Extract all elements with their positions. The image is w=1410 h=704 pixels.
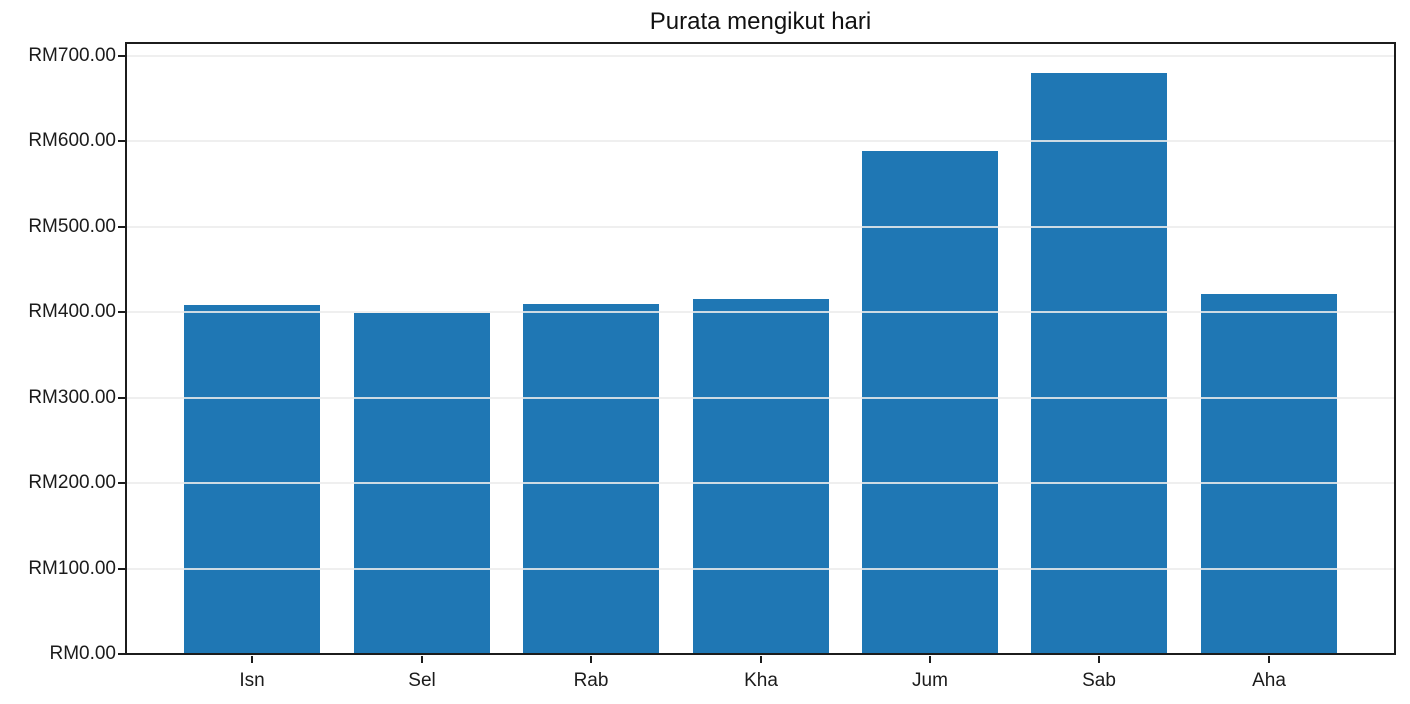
gridline [127, 482, 1394, 485]
y-axis-tick [118, 225, 125, 228]
y-axis-tick-label: RM600.00 [28, 130, 116, 152]
y-axis-tick-label: RM400.00 [28, 301, 116, 323]
y-axis-tick [118, 567, 125, 570]
y-axis-tick-label: RM0.00 [49, 643, 116, 664]
y-axis-tick [118, 140, 125, 143]
y-axis-tick [118, 653, 125, 655]
x-axis-tick-label: Rab [573, 670, 609, 691]
x-axis-tick-label: Jum [912, 670, 948, 691]
y-axis-tick [118, 396, 125, 399]
bar-kha [693, 299, 829, 654]
y-axis-tick-label: RM100.00 [28, 557, 116, 579]
y-axis-tick-label: RM500.00 [28, 215, 116, 237]
bar-aha [1201, 294, 1337, 654]
x-axis-tick [590, 656, 592, 663]
y-axis-tick-label: RM200.00 [28, 472, 116, 494]
x-axis-tick [421, 656, 423, 663]
y-axis-tick [118, 54, 125, 57]
chart-title: Purata mengikut hari [649, 8, 872, 35]
x-axis-tick [1098, 656, 1100, 663]
x-axis-tick [251, 656, 253, 663]
x-axis-tick-label: Sel [408, 670, 436, 691]
x-axis-tick [760, 656, 762, 663]
y-axis-tick-label: RM700.00 [28, 44, 116, 66]
plot-frame [125, 42, 1396, 655]
bar-jum [862, 151, 998, 654]
y-axis-tick [118, 482, 125, 485]
y-axis-tick [118, 311, 125, 314]
x-axis-tick [929, 656, 931, 663]
x-axis-tick-label: Sab [1082, 670, 1116, 691]
gridline [127, 54, 1394, 57]
gridline [127, 396, 1394, 399]
x-axis-tick [1268, 656, 1270, 663]
gridline [127, 225, 1394, 228]
x-axis-tick-label: Isn [239, 670, 265, 691]
x-axis-tick-label: Kha [744, 670, 778, 691]
x-axis-tick-label: Aha [1252, 670, 1286, 691]
bar-rab [523, 304, 659, 654]
y-axis-tick-label: RM300.00 [28, 386, 116, 408]
gridline [127, 140, 1394, 143]
bar-sab [1031, 73, 1167, 654]
bar-isn [184, 305, 320, 654]
gridline [127, 311, 1394, 314]
gridline [127, 567, 1394, 570]
